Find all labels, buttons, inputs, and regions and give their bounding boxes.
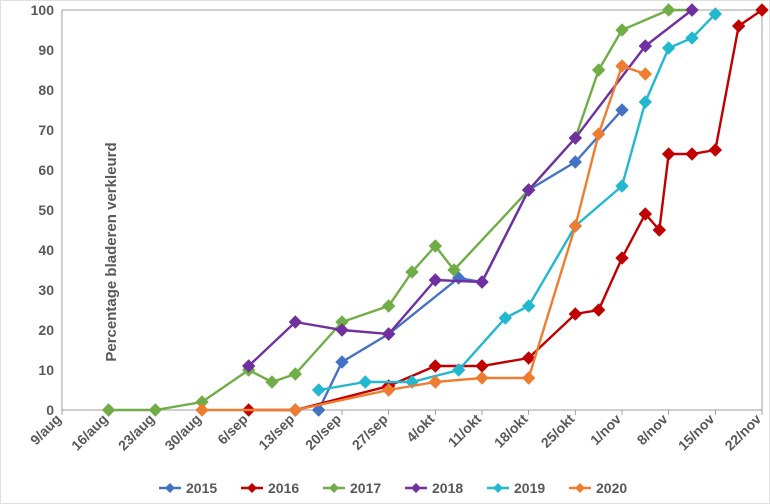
marker <box>337 357 347 367</box>
marker <box>314 385 324 395</box>
marker <box>430 361 440 371</box>
marker <box>710 145 720 155</box>
x-tick-label: 23/aug <box>115 411 158 454</box>
x-tick-label: 16/aug <box>68 411 111 454</box>
marker <box>664 5 674 15</box>
y-tick-label: 40 <box>38 242 54 258</box>
x-tick-label: 30/aug <box>161 411 204 454</box>
legend-label: 2018 <box>432 480 463 496</box>
y-tick-label: 30 <box>38 282 54 298</box>
marker <box>687 149 697 159</box>
legend-label: 2020 <box>596 480 627 496</box>
y-tick-label: 100 <box>31 2 55 18</box>
y-axis-label: Percentage bladeren verkleurd <box>103 142 120 361</box>
marker <box>430 377 440 387</box>
chart-container: Percentage bladeren verkleurd 0102030405… <box>0 0 770 504</box>
marker <box>477 361 487 371</box>
marker <box>197 405 207 415</box>
marker <box>360 377 370 387</box>
marker <box>524 301 534 311</box>
y-tick-label: 90 <box>38 42 54 58</box>
marker <box>104 405 114 415</box>
legend-label: 2016 <box>268 480 299 496</box>
marker <box>477 277 487 287</box>
marker <box>617 253 627 263</box>
x-tick-label: 20/sep <box>302 411 344 453</box>
x-tick-label: 11/okt <box>445 411 485 451</box>
x-tick-label: 6/sep <box>214 411 251 448</box>
x-tick-label: 27/sep <box>349 411 391 453</box>
y-tick-label: 20 <box>38 322 54 338</box>
marker <box>290 405 300 415</box>
y-tick-label: 60 <box>38 162 54 178</box>
x-tick-label: 1/nov <box>587 411 624 448</box>
x-tick-label: 13/sep <box>255 411 297 453</box>
legend-label: 2019 <box>514 480 545 496</box>
x-tick-label: 4/okt <box>403 411 438 446</box>
x-tick-label: 22/nov <box>721 411 764 454</box>
x-tick-label: 15/nov <box>675 411 718 454</box>
legend-label: 2015 <box>186 480 217 496</box>
marker <box>664 43 674 53</box>
series-2020 <box>202 66 645 410</box>
y-tick-label: 50 <box>38 202 54 218</box>
x-tick-label: 25/okt <box>538 411 578 451</box>
marker <box>594 305 604 315</box>
marker <box>524 373 534 383</box>
marker <box>150 405 160 415</box>
x-tick-label: 8/nov <box>634 411 671 448</box>
series-2016 <box>249 10 762 410</box>
marker <box>640 97 650 107</box>
y-tick-label: 10 <box>38 362 54 378</box>
marker <box>617 25 627 35</box>
marker <box>267 377 277 387</box>
marker <box>640 69 650 79</box>
y-tick-label: 70 <box>38 122 54 138</box>
legend-label: 2017 <box>350 480 381 496</box>
x-tick-label: 18/okt <box>491 411 531 451</box>
marker <box>664 149 674 159</box>
marker <box>617 61 627 71</box>
y-tick-label: 80 <box>38 82 54 98</box>
marker <box>477 373 487 383</box>
marker <box>594 65 604 75</box>
